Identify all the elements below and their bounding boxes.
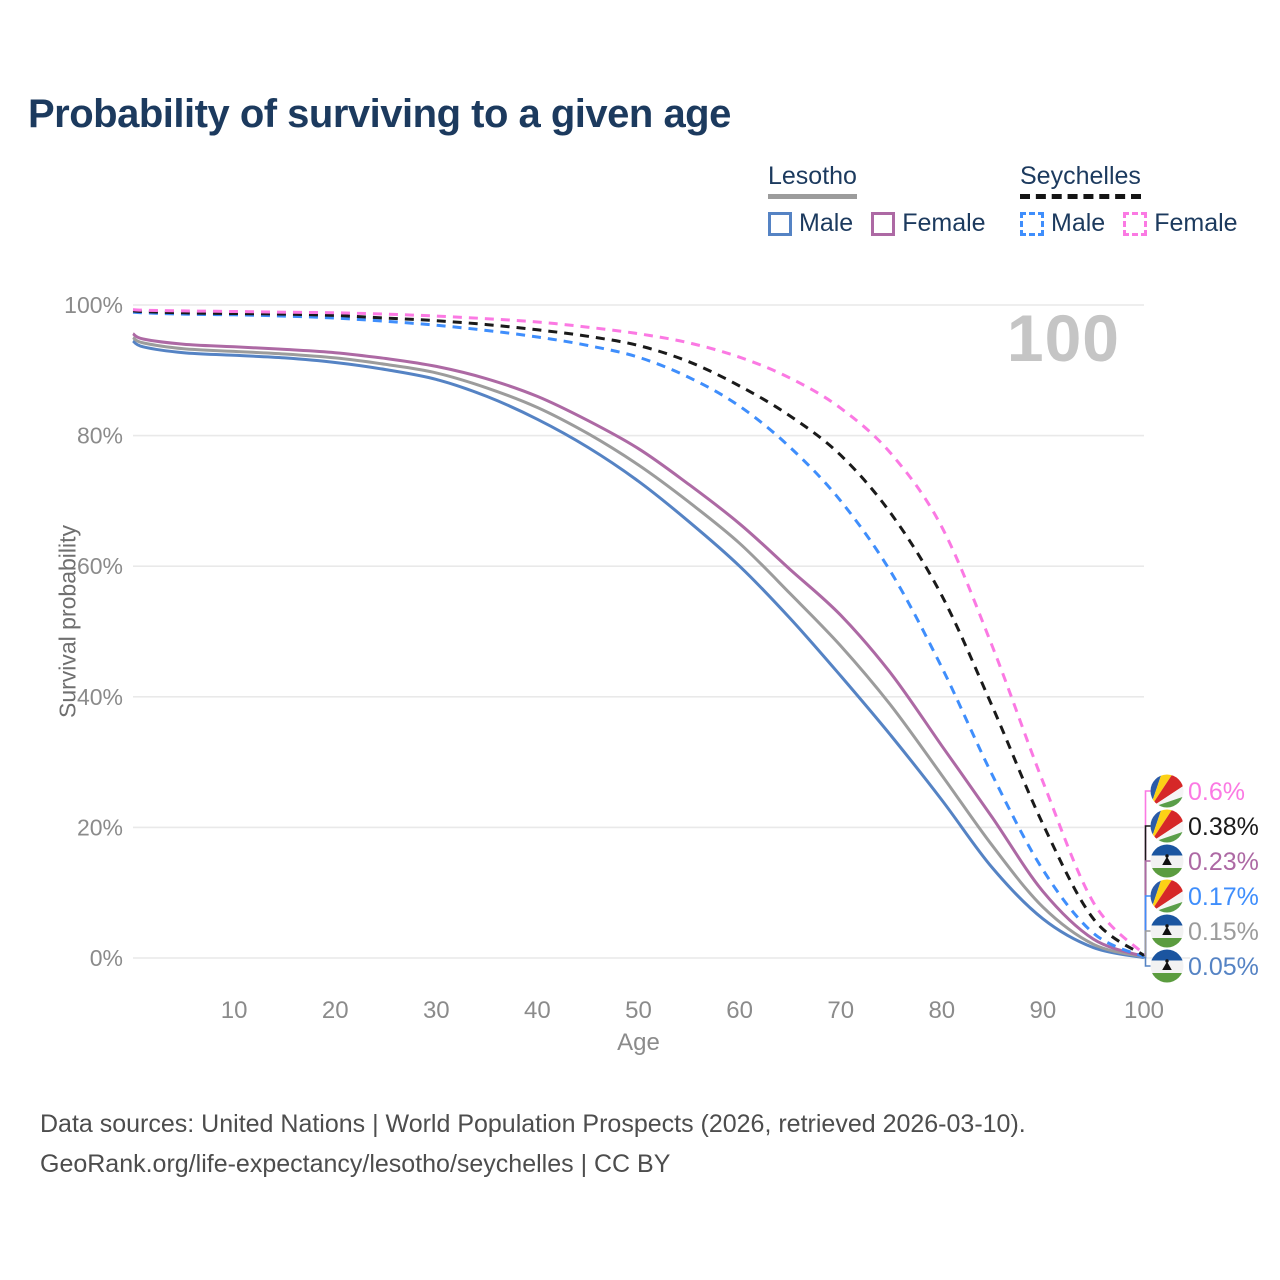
- y-tick-60%: 60%: [77, 553, 123, 579]
- series-line-seychelles-total: [132, 309, 1145, 957]
- end-label-seychelles-total: 0.38%: [1188, 813, 1259, 841]
- legend-item-seychelles-female: Female: [1123, 209, 1238, 238]
- legend-item-seychelles-male: Male: [1020, 209, 1105, 238]
- lesotho-flag-icon: [1150, 914, 1184, 948]
- end-label-seychelles-female: 0.6%: [1188, 778, 1245, 806]
- legend-swatch-seychelles-male: [1020, 211, 1044, 236]
- legend-label: Male: [1051, 209, 1106, 237]
- footer-attribution: GeoRank.org/life-expectancy/lesotho/seyc…: [40, 1150, 671, 1178]
- legend-label: Male: [799, 209, 854, 237]
- seychelles-flag-icon: [1150, 809, 1184, 843]
- x-tick-90: 90: [1030, 997, 1057, 1024]
- lesotho-flag-icon: [1150, 844, 1184, 878]
- x-tick-30: 30: [423, 997, 450, 1024]
- legend-group-seychelles: Seychelles Male Female: [1020, 162, 1238, 238]
- legend-group-lesotho: Lesotho Male Female: [768, 162, 986, 238]
- seychelles-flag-icon: [1150, 879, 1184, 913]
- legend-swatch-seychelles-female: [1123, 211, 1148, 236]
- end-label-seychelles-male: 0.17%: [1188, 883, 1259, 911]
- legend: Lesotho Male Female Seychelles Male: [0, 162, 1280, 242]
- legend-item-lesotho-female: Female: [871, 209, 986, 238]
- x-axis-title: Age: [617, 1029, 660, 1056]
- x-tick-100: 100: [1124, 997, 1164, 1024]
- y-tick-100%: 100%: [64, 292, 123, 318]
- y-tick-20%: 20%: [77, 814, 123, 840]
- legend-country-seychelles: Seychelles: [1020, 162, 1141, 199]
- end-connector-lesotho-total: [1144, 930, 1151, 958]
- lesotho-flag-icon: [1150, 949, 1184, 983]
- legend-label: Female: [1154, 209, 1238, 237]
- x-tick-70: 70: [827, 997, 854, 1024]
- legend-item-lesotho-male: Male: [768, 209, 853, 238]
- footer-data-sources: Data sources: United Nations | World Pop…: [40, 1110, 1026, 1138]
- y-tick-40%: 40%: [77, 684, 123, 710]
- seychelles-flag-icon: [1150, 774, 1184, 808]
- page-title: Probability of surviving to a given age: [28, 92, 731, 136]
- series-line-seychelles-male: [132, 310, 1145, 959]
- x-tick-50: 50: [625, 997, 652, 1024]
- age-counter-watermark: 100: [1006, 301, 1120, 375]
- x-tick-60: 60: [726, 997, 753, 1024]
- end-connector-lesotho-male: [1144, 956, 1151, 967]
- x-tick-80: 80: [928, 997, 955, 1024]
- series-line-lesotho-male: [132, 339, 1145, 960]
- legend-country-lesotho: Lesotho: [768, 162, 857, 199]
- x-tick-40: 40: [524, 997, 551, 1024]
- legend-swatch-lesotho-male: [768, 211, 792, 236]
- y-tick-80%: 80%: [77, 423, 123, 449]
- legend-label: Female: [902, 209, 986, 237]
- end-label-lesotho-total: 0.15%: [1188, 918, 1259, 946]
- legend-swatch-lesotho-female: [871, 211, 896, 236]
- series-line-lesotho-female: [132, 332, 1145, 958]
- x-tick-10: 10: [221, 997, 248, 1024]
- end-label-lesotho-female: 0.23%: [1188, 848, 1259, 876]
- y-tick-0%: 0%: [90, 945, 123, 971]
- x-tick-20: 20: [322, 997, 349, 1024]
- end-label-lesotho-male: 0.05%: [1188, 953, 1259, 981]
- series-line-seychelles-female: [132, 308, 1146, 956]
- series-line-lesotho-total: [132, 336, 1145, 959]
- footer: Data sources: United Nations | World Pop…: [40, 1104, 1026, 1184]
